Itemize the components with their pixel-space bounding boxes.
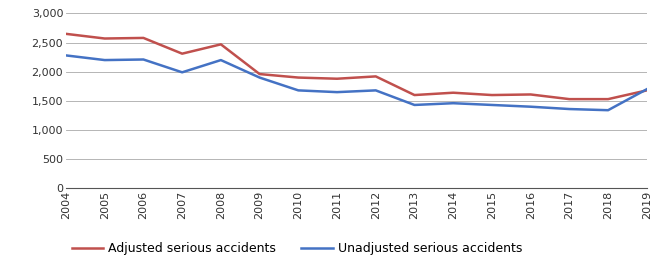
Unadjusted serious accidents [333,91,341,94]
Unadjusted serious accidents [488,103,496,107]
Unadjusted serious accidents [255,76,263,79]
Adjusted serious accidents [643,89,651,92]
Unadjusted serious accidents [604,109,612,112]
Unadjusted serious accidents [178,71,186,74]
Adjusted serious accidents [62,32,70,36]
Adjusted serious accidents [294,76,302,79]
Unadjusted serious accidents [217,58,225,62]
Adjusted serious accidents [527,93,535,96]
Adjusted serious accidents [411,93,418,97]
Adjusted serious accidents [449,91,457,94]
Adjusted serious accidents [488,93,496,97]
Adjusted serious accidents [333,77,341,80]
Unadjusted serious accidents [449,102,457,105]
Adjusted serious accidents [255,72,263,76]
Unadjusted serious accidents [139,58,147,61]
Unadjusted serious accidents [411,103,418,107]
Adjusted serious accidents [372,75,380,78]
Adjusted serious accidents [566,98,574,101]
Line: Adjusted serious accidents: Adjusted serious accidents [66,34,647,99]
Unadjusted serious accidents [643,88,651,91]
Legend: Adjusted serious accidents, Unadjusted serious accidents: Adjusted serious accidents, Unadjusted s… [67,237,527,260]
Line: Unadjusted serious accidents: Unadjusted serious accidents [66,55,647,110]
Unadjusted serious accidents [527,105,535,108]
Adjusted serious accidents [139,36,147,40]
Unadjusted serious accidents [101,58,109,62]
Unadjusted serious accidents [294,89,302,92]
Adjusted serious accidents [178,52,186,55]
Unadjusted serious accidents [372,89,380,92]
Adjusted serious accidents [604,98,612,101]
Adjusted serious accidents [217,43,225,46]
Unadjusted serious accidents [62,54,70,57]
Adjusted serious accidents [101,37,109,40]
Unadjusted serious accidents [566,107,574,111]
